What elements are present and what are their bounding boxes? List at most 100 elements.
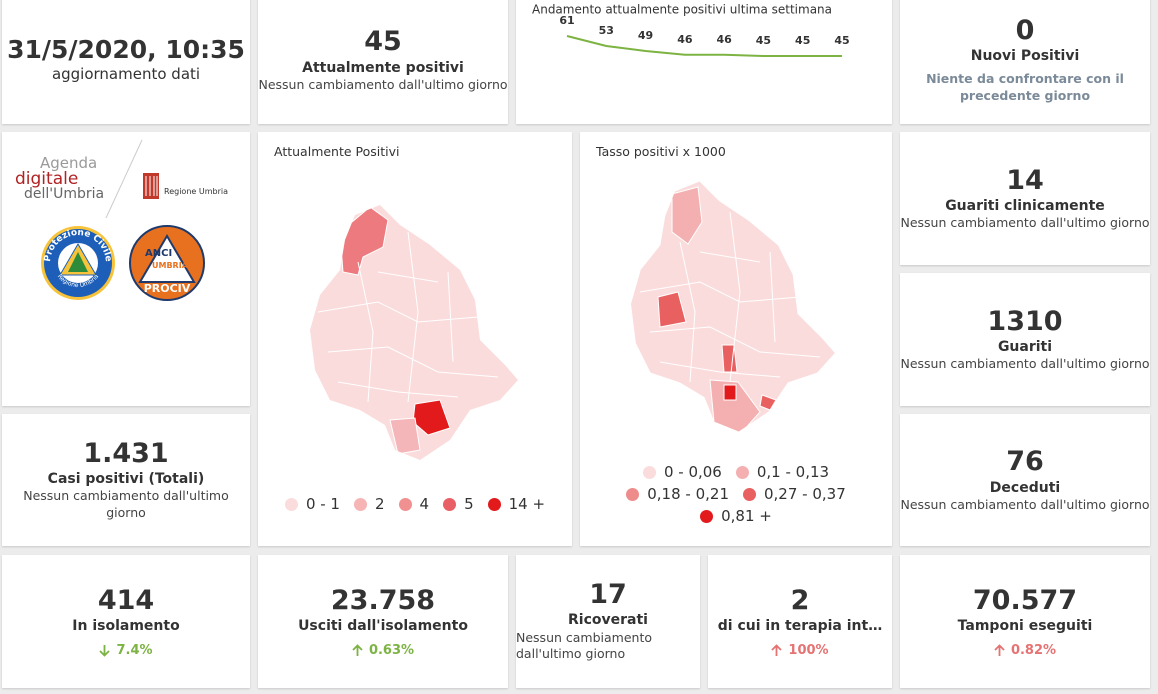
kpi-change: 0.82%: [994, 643, 1056, 658]
legend-label: 0 - 0,06: [663, 463, 722, 481]
kpi-value: 1310: [987, 305, 1063, 337]
anci-text: UMBRIA: [152, 261, 189, 270]
kpi-label: di cui in terapia int…: [717, 618, 883, 635]
kpi-value: 1.431: [83, 437, 169, 469]
legend-swatch: [743, 487, 756, 501]
trend-value-label: 45: [756, 34, 771, 47]
kpi-label: Casi positivi (Totali): [47, 471, 205, 488]
kpi-label: Deceduti: [989, 479, 1061, 496]
map-rate-card: Tasso positivi x 1000 0 - 0,06 0,1 - 0,13…: [580, 132, 892, 546]
map-region: [671, 186, 703, 245]
agenda-logo-line1: Agenda: [40, 154, 97, 172]
region-emblem-lines: [145, 176, 158, 196]
map-region: [723, 384, 737, 401]
legend-item: 0,18 - 0,21: [626, 485, 729, 503]
kpi-note: Nessun cambiamento dall'ultimo giorno: [900, 356, 1150, 372]
agenda-logo-line2: digitale: [15, 169, 78, 189]
legend-label: 0,27 - 0,37: [764, 485, 846, 503]
total-card: 1.431 Casi positivi (Totali) Nessun camb…: [2, 414, 250, 546]
logo-divider: [105, 139, 143, 219]
legend-swatch: [700, 509, 714, 523]
kpi-label: Tamponi eseguiti: [957, 618, 1093, 635]
legend-item: 0,27 - 0,37: [743, 485, 846, 503]
change-arrow: [771, 644, 783, 657]
update-value: 31/5/2020, 10:35: [7, 35, 245, 65]
map-borders: [317, 231, 499, 403]
change-value: 0.63%: [368, 643, 415, 659]
trend-title: Andamento attualmente positivi ultima se…: [532, 3, 832, 17]
legend-swatch: [487, 497, 501, 511]
map-region: [721, 344, 738, 373]
legend-swatch: [353, 497, 367, 511]
isolation-card: 414 In isolamento 7.4%: [2, 555, 250, 688]
kpi-label: Usciti dall'isolamento: [298, 618, 468, 635]
legend-item: 0 - 1: [284, 495, 340, 513]
legend-label: 0,1 - 0,13: [756, 463, 830, 481]
legend-swatch: [284, 497, 298, 511]
healed-card: 1310 Guariti Nessun cambiamento dall'ult…: [900, 273, 1150, 406]
kpi-note: Nessun cambiamento dall'ultimo giorno: [23, 488, 229, 521]
change-value: 100%: [788, 643, 829, 659]
legend-item: 4: [398, 495, 430, 513]
map-positives: [310, 205, 518, 460]
kpi-value: 2: [790, 584, 810, 616]
trend-card: Andamento attualmente positivi ultima se…: [516, 0, 892, 124]
kpi-note: Nessun cambiamento dall'ultimo giorno: [258, 76, 508, 92]
legend-item: 5: [443, 495, 474, 513]
kpi-value: 414: [97, 584, 155, 616]
change-arrow-shape: [352, 644, 363, 657]
legend-item: 0,81 +: [700, 507, 772, 525]
new-positives-card: 0 Nuovi Positivi Niente da confrontare c…: [900, 0, 1150, 124]
change-arrow-shape: [99, 645, 111, 658]
trend-value-label: 45: [834, 34, 849, 47]
legend-label: 0,18 - 0,21: [647, 485, 729, 503]
legend-swatch: [642, 465, 656, 479]
map-borders: [639, 211, 821, 383]
legend-label: 14 +: [508, 495, 546, 513]
protezione-tree: [68, 252, 88, 272]
update-label: aggiornamento dati: [51, 65, 201, 84]
kpi-label: Nuovi Positivi: [970, 48, 1080, 65]
legend-item: 0,1 - 0,13: [735, 463, 830, 481]
anci-text: PROCIV: [144, 282, 191, 295]
trend-value-label: 45: [795, 34, 810, 47]
change-arrow: [352, 644, 363, 657]
map-region: [389, 417, 421, 455]
change-arrow: [99, 645, 111, 658]
map-positives-card: Attualmente Positivi 0 - 1 2 4 5 14 +: [258, 132, 572, 546]
logos: Agenda digitale dell'Umbria Regione Umbr…: [15, 139, 228, 301]
kpi-change: 7.4%: [99, 643, 153, 659]
trend-value-label: 53: [599, 24, 614, 37]
kpi-label: Guariti clinicamente: [945, 198, 1105, 215]
kpi-value: 76: [1006, 446, 1044, 478]
out-isolation-card: 23.758 Usciti dall'isolamento 0.63%: [258, 555, 508, 688]
legend-item: 2: [353, 495, 385, 513]
trend-value-label: 46: [716, 33, 732, 46]
kpi-change: 100%: [771, 643, 829, 659]
legend-label: 4: [419, 495, 430, 513]
trend-value-label: 46: [677, 33, 693, 46]
legend-label: 0 - 1: [305, 495, 340, 513]
map-region: [657, 291, 687, 328]
kpi-label: Ricoverati: [568, 612, 648, 629]
map-region: [339, 206, 389, 276]
kpi-value: 17: [589, 579, 627, 610]
legend-swatch: [626, 487, 640, 501]
change-value: 0.82%: [1010, 643, 1057, 659]
kpi-value: 14: [1006, 164, 1044, 196]
agenda-logo-line3: dell'Umbria: [24, 186, 104, 202]
legend-swatch: [443, 497, 457, 511]
change-value: 7.4%: [116, 643, 153, 659]
healed-clinically-card: 14 Guariti clinicamente Nessun cambiamen…: [900, 132, 1150, 265]
legend-item: 14 +: [487, 495, 546, 513]
kpi-note: Nessun cambiamento dall'ultimo giorno: [516, 629, 652, 662]
hospitalized-card: 17 Ricoverati Nessun cambiamento dall'ul…: [516, 555, 700, 688]
map-title: Tasso positivi x 1000: [596, 144, 726, 159]
change-arrow-shape: [771, 644, 783, 657]
map-regions: [310, 205, 518, 460]
kpi-label: Guariti: [997, 339, 1053, 356]
trend-chart: Andamento attualmente positivi ultima se…: [532, 3, 850, 57]
deceased-card: 76 Deceduti Nessun cambiamento dall'ulti…: [900, 414, 1150, 546]
